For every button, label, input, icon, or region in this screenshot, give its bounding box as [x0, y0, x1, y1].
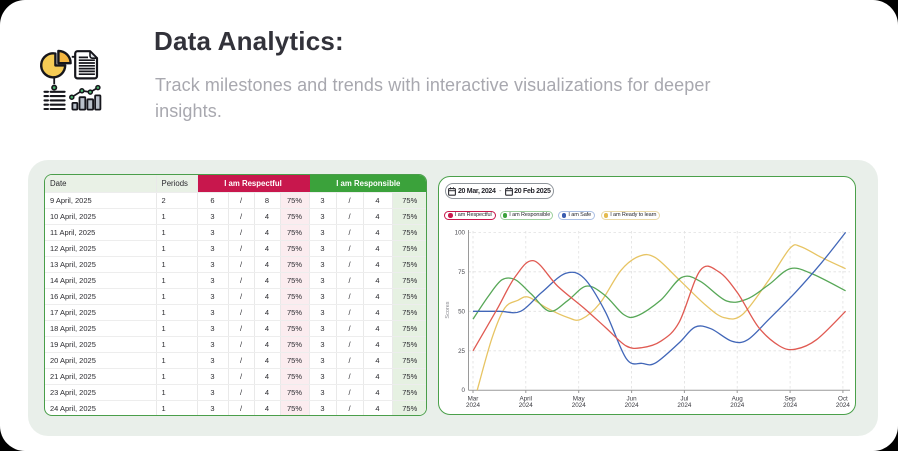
svg-text:75: 75 [458, 269, 465, 276]
svg-text:May: May [573, 396, 586, 403]
svg-text:2024: 2024 [730, 402, 745, 409]
svg-text:2024: 2024 [519, 402, 534, 409]
svg-text:April: April [519, 396, 532, 403]
svg-text:2024: 2024 [677, 402, 692, 409]
svg-text:Scores: Scores [445, 301, 451, 318]
svg-text:50: 50 [458, 308, 465, 315]
svg-text:Sep: Sep [784, 396, 796, 403]
svg-text:Mar: Mar [468, 396, 479, 403]
svg-text:Jun: Jun [627, 396, 638, 403]
svg-text:Oct: Oct [838, 396, 848, 403]
svg-text:2024: 2024 [572, 402, 587, 409]
svg-text:2024: 2024 [625, 402, 640, 409]
svg-text:0: 0 [462, 387, 466, 394]
svg-text:25: 25 [458, 348, 465, 355]
svg-text:Aug: Aug [732, 396, 744, 403]
svg-text:2024: 2024 [836, 402, 851, 409]
svg-text:Jul: Jul [680, 396, 688, 403]
svg-text:2024: 2024 [466, 402, 481, 409]
svg-text:100: 100 [455, 229, 466, 236]
svg-text:2024: 2024 [783, 402, 798, 409]
